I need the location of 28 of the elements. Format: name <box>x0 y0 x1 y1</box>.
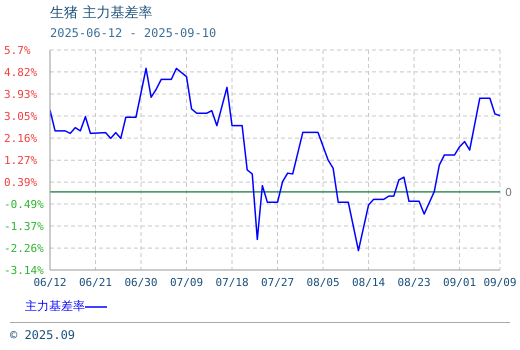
x-tick-label: 08/14 <box>352 276 386 289</box>
y-tick-label: 4.82% <box>4 66 38 79</box>
x-tick-label: 08/05 <box>306 276 340 289</box>
y-tick-label: -0.49% <box>4 198 44 212</box>
y-tick-label: -1.37% <box>4 220 44 233</box>
chart-subtitle: 2025-06-12 - 2025-09-10 <box>50 26 216 40</box>
x-tick-label: 08/23 <box>397 276 431 289</box>
legend-label: 主力基差率 <box>25 298 86 315</box>
ref-line-label: 0 <box>505 186 512 199</box>
x-tick-label: 07/09 <box>170 276 204 289</box>
y-tick-label: 0.39% <box>4 176 38 190</box>
x-tick-label: 06/21 <box>78 276 112 289</box>
y-tick-label: 5.7% <box>4 44 31 57</box>
x-tick-label: 07/18 <box>215 276 249 289</box>
x-tick-label: 06/12 <box>33 276 67 289</box>
line-series <box>50 68 500 252</box>
y-tick-label: 1.27% <box>4 154 38 168</box>
x-tick-label: 06/30 <box>124 276 158 289</box>
y-tick-label: -3.14% <box>4 264 44 277</box>
y-tick-label: 2.16% <box>4 132 38 146</box>
x-tick-label: 09/01 <box>442 276 476 289</box>
y-tick-label: 3.93% <box>4 88 38 102</box>
x-tick-label: 09/09 <box>483 276 517 289</box>
text: © 2025.09 <box>10 328 76 342</box>
y-tick-label: -2.26% <box>4 242 44 256</box>
y-tick-label: 3.05% <box>4 110 38 123</box>
x-tick-label: 07/27 <box>260 276 294 289</box>
chart-title: 生猪 主力基差率 <box>50 4 152 22</box>
